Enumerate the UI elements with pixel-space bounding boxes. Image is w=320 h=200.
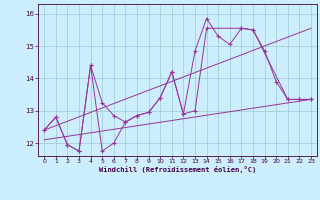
X-axis label: Windchill (Refroidissement éolien,°C): Windchill (Refroidissement éolien,°C) bbox=[99, 166, 256, 173]
